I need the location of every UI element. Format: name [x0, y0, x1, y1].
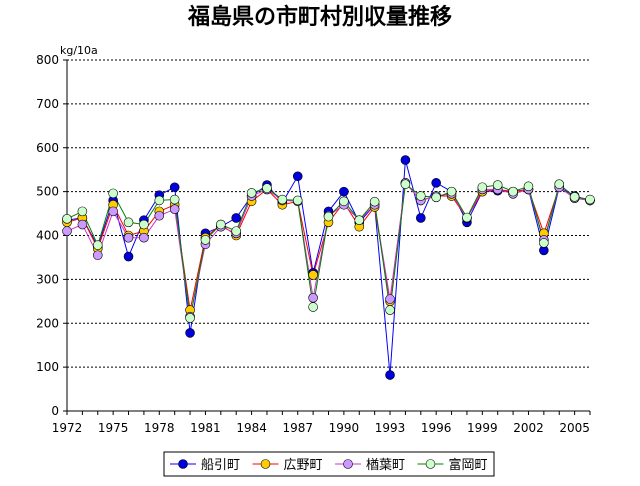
- x-axis-ticks: 1972 1975 1978 1981 1984 1987 1990 1993 1996 1999…: [52, 411, 591, 435]
- data-point: [108, 188, 118, 199]
- data-point: [92, 240, 103, 250]
- x-tick-label: 1972: [52, 421, 83, 435]
- data-point: [492, 180, 503, 190]
- data-point: [185, 313, 195, 323]
- data-point: [400, 179, 411, 189]
- y-tick-label: 400: [36, 229, 59, 243]
- data-point: [308, 302, 318, 312]
- data-point: [385, 294, 395, 304]
- x-tick-label: 2005: [559, 421, 590, 435]
- x-tick-label: 1999: [467, 421, 498, 435]
- y-tick-label: 500: [36, 185, 59, 199]
- data-point: [385, 370, 395, 380]
- legend: 船引町 広野町 楢葉町 富岡町: [163, 451, 495, 477]
- legend-label: 船引町: [201, 458, 240, 473]
- data-point: [462, 212, 472, 223]
- data-point: [92, 250, 103, 261]
- data-point: [77, 206, 88, 217]
- data-point: [231, 226, 242, 236]
- data-point: [154, 195, 165, 206]
- data-point: [554, 179, 565, 189]
- data-point: [169, 194, 180, 205]
- data-point: [77, 219, 88, 230]
- x-tick-label: 1981: [190, 421, 221, 435]
- y-tick-label: 100: [36, 360, 59, 374]
- data-point: [292, 171, 303, 182]
- chart-title: 福島県の市町村別収量推移: [187, 4, 452, 30]
- data-point: [369, 196, 380, 207]
- data-point: [339, 196, 349, 207]
- y-axis-unit-label: kg/10a: [60, 44, 98, 57]
- data-point: [400, 155, 411, 165]
- y-tick-label: 600: [36, 141, 59, 155]
- data-point: [123, 251, 134, 262]
- data-point: [108, 206, 118, 217]
- legend-swatch-marker: [178, 459, 188, 469]
- data-point: [200, 235, 211, 245]
- y-tick-label: 300: [36, 272, 59, 286]
- y-tick-label: 700: [36, 97, 59, 111]
- y-tick-label: 800: [36, 53, 59, 67]
- x-tick-label: 1990: [329, 421, 360, 435]
- data-point: [323, 211, 334, 222]
- data-point: [354, 215, 365, 225]
- data-point: [431, 178, 441, 188]
- data-point: [154, 210, 165, 221]
- legend-swatch-marker: [260, 459, 271, 469]
- data-point: [431, 192, 441, 203]
- data-point: [139, 232, 149, 243]
- legend-label: 楢葉町: [366, 458, 405, 473]
- x-tick-label: 1993: [375, 421, 406, 435]
- data-point: [585, 194, 595, 205]
- x-tick-label: 1996: [421, 421, 452, 435]
- data-point: [123, 217, 134, 228]
- series-points: [62, 155, 595, 380]
- gridlines: [67, 59, 590, 368]
- series-line-3: [66, 181, 591, 317]
- data-point: [339, 186, 349, 197]
- data-point: [62, 214, 72, 224]
- data-point: [308, 293, 318, 303]
- data-point: [216, 219, 226, 230]
- data-point: [262, 183, 272, 193]
- y-axis-ticks: 0 100 200 300 400 500 600 700 800: [36, 53, 67, 418]
- data-point: [477, 182, 488, 193]
- data-point: [415, 213, 426, 223]
- data-point: [415, 191, 426, 201]
- x-tick-label: 1975: [98, 421, 129, 435]
- data-point: [123, 232, 134, 243]
- data-point: [292, 195, 303, 206]
- x-tick-label: 1987: [282, 421, 313, 435]
- series-line-4: [66, 183, 591, 319]
- data-point: [539, 238, 549, 248]
- legend-label: 富岡町: [449, 457, 488, 473]
- legend-label: 広野町: [284, 458, 323, 473]
- data-point: [308, 270, 318, 280]
- data-point: [169, 182, 180, 193]
- data-point: [523, 181, 534, 192]
- legend-swatch-marker: [343, 459, 353, 469]
- data-point: [62, 226, 72, 236]
- legend-swatch-marker: [425, 459, 436, 469]
- y-tick-label: 0: [51, 404, 59, 418]
- data-point: [185, 328, 195, 338]
- series-line-2: [66, 181, 591, 311]
- x-tick-label: 1984: [236, 421, 267, 435]
- data-point: [385, 305, 395, 315]
- data-point: [569, 192, 580, 202]
- data-point: [508, 186, 518, 197]
- data-point: [231, 213, 242, 223]
- data-point: [446, 186, 457, 197]
- data-point: [169, 204, 180, 214]
- data-point: [277, 194, 288, 205]
- data-point: [246, 188, 257, 198]
- data-point: [139, 219, 149, 230]
- x-tick-label: 2002: [513, 421, 544, 435]
- y-tick-label: 200: [36, 316, 59, 330]
- x-tick-label: 1978: [144, 421, 175, 435]
